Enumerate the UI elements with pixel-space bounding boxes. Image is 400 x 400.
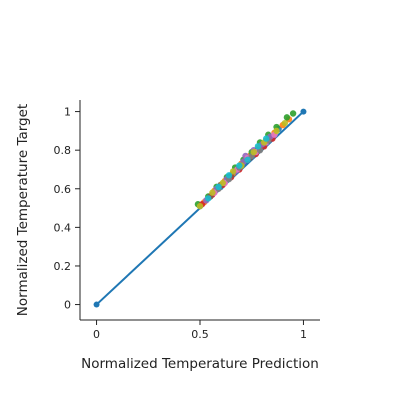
x-tick-label: 0.5 — [191, 328, 209, 341]
data-point — [229, 168, 237, 175]
x-tick-label: 1 — [300, 328, 307, 341]
y-tick-label: 0.8 — [54, 144, 72, 157]
x-tick-label: 0 — [93, 328, 100, 341]
data-point — [205, 195, 212, 202]
data-point — [289, 110, 297, 117]
data-point — [281, 119, 289, 127]
y-tick-label: 0.2 — [54, 260, 72, 273]
data-point — [209, 189, 216, 196]
data-point — [283, 114, 291, 121]
data-point — [219, 179, 226, 187]
data-point — [236, 162, 243, 169]
data-point — [244, 156, 251, 164]
data-point — [225, 172, 233, 179]
data-point — [263, 135, 270, 142]
y-tick-label: 0 — [64, 299, 71, 312]
y-tick-label: 0.6 — [54, 183, 72, 196]
chart-axes: 0 0.5 1 0 0.2 0.4 0.6 0.8 1 — [54, 100, 320, 341]
data-point — [215, 183, 222, 191]
data-point — [273, 127, 280, 135]
reference-line-endpoint — [300, 108, 307, 115]
data-series — [196, 119, 289, 210]
reference-line-endpoint — [93, 301, 100, 308]
y-tick-label: 0.4 — [54, 221, 72, 234]
data-point — [254, 143, 262, 150]
data-point — [250, 148, 257, 156]
x-axis-title: Normalized Temperature Prediction — [81, 356, 319, 372]
y-tick-label: 1 — [64, 106, 71, 119]
data-point — [196, 202, 204, 210]
chart-marks — [93, 108, 307, 308]
data-series — [205, 135, 270, 202]
y-axis-title: Normalized Temperature Target — [15, 104, 31, 316]
